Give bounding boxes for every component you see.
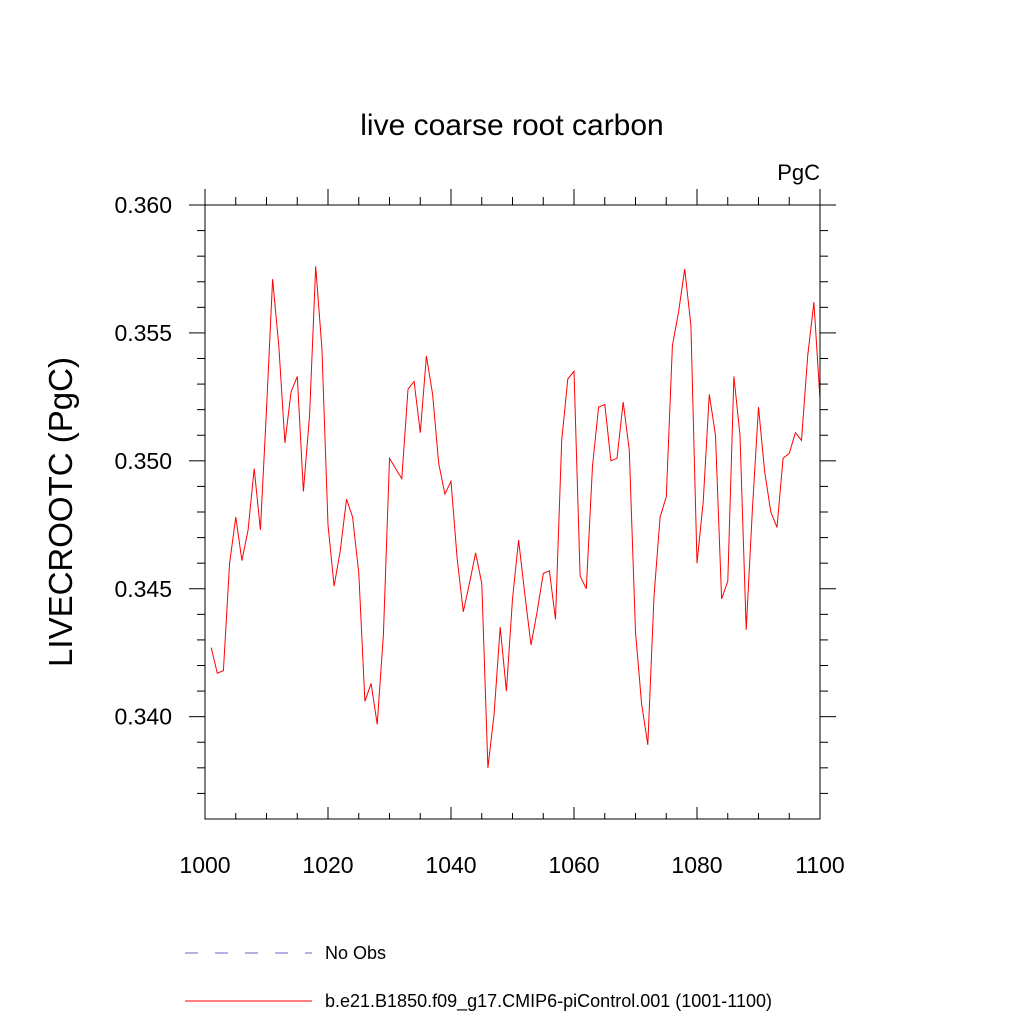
- chart-title: live coarse root carbon: [360, 109, 664, 142]
- units-label: PgC: [777, 160, 820, 185]
- x-tick-label: 1040: [425, 852, 476, 878]
- series-line: [210, 266, 821, 768]
- y-tick-label: 0.340: [114, 704, 172, 730]
- y-tick-label: 0.350: [114, 448, 172, 474]
- x-tick-label: 1080: [671, 852, 722, 878]
- y-tick-label: 0.355: [114, 320, 172, 346]
- x-tick-label: 1020: [302, 852, 353, 878]
- x-tick-label: 1100: [795, 852, 844, 878]
- y-axis-label: LIVECROOTC (PgC): [42, 357, 79, 667]
- x-tick-label: 1060: [548, 852, 599, 878]
- legend-label-picontrol: b.e21.B1850.f09_g17.CMIP6-piControl.001 …: [325, 991, 772, 1012]
- legend-label-no-obs: No Obs: [325, 943, 386, 963]
- y-tick-label: 0.345: [114, 576, 172, 602]
- plot-frame: [204, 204, 821, 820]
- series-layer: [210, 266, 821, 768]
- axis-ticks: [189, 189, 836, 819]
- x-tick-labels: 1000 1020 1040 1060 1080 1100: [179, 852, 844, 878]
- legend: No Obs b.e21.B1850.f09_g17.CMIP6-piContr…: [185, 943, 772, 1012]
- y-tick-label: 0.360: [114, 192, 172, 218]
- x-tick-label: 1000: [179, 852, 230, 878]
- y-tick-labels: 0.340 0.345 0.350 0.355 0.360: [114, 192, 172, 730]
